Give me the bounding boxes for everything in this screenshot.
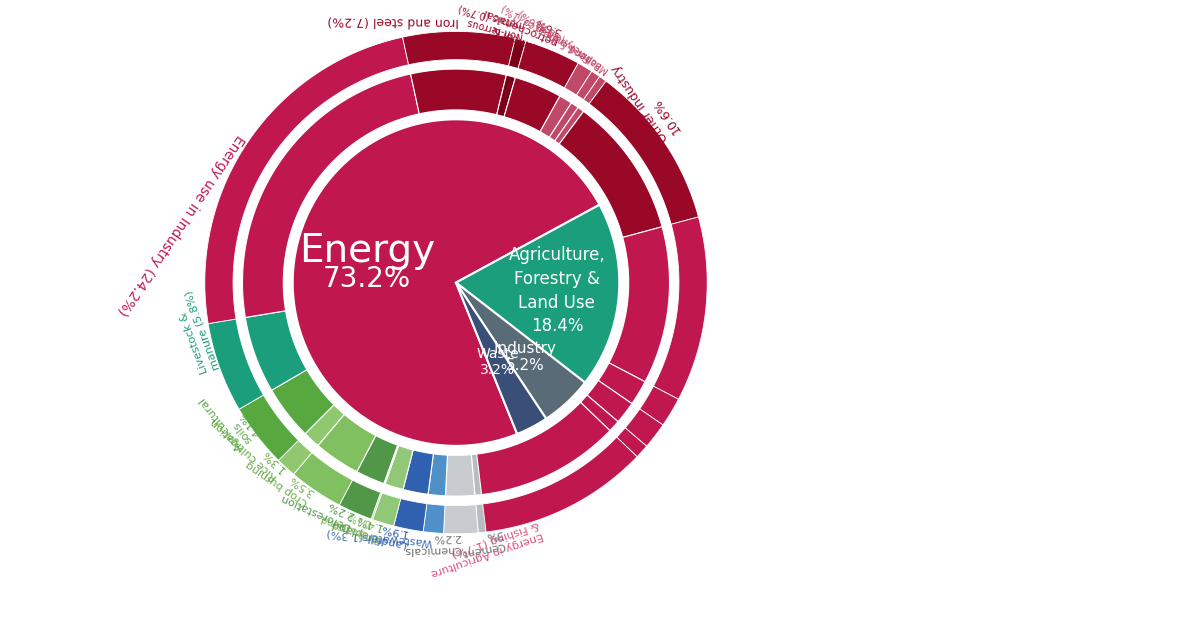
Polygon shape <box>550 103 578 141</box>
Polygon shape <box>372 493 401 526</box>
Polygon shape <box>625 409 662 447</box>
Polygon shape <box>608 227 670 382</box>
Text: Agriculture,
Forestry &
Land Use
18.4%: Agriculture, Forestry & Land Use 18.4% <box>509 246 605 335</box>
Polygon shape <box>385 445 413 489</box>
Polygon shape <box>518 41 578 88</box>
Text: Livestock &
manure (5.8%): Livestock & manure (5.8%) <box>173 288 221 375</box>
Polygon shape <box>589 81 698 224</box>
Text: Rice cultivation
1.3%: Rice cultivation 1.3% <box>209 408 287 482</box>
Polygon shape <box>640 386 678 425</box>
Polygon shape <box>356 436 397 484</box>
Polygon shape <box>599 363 646 404</box>
Polygon shape <box>617 428 647 457</box>
Polygon shape <box>428 454 448 496</box>
Polygon shape <box>294 453 353 505</box>
Polygon shape <box>402 31 515 66</box>
Polygon shape <box>540 96 571 138</box>
Polygon shape <box>476 403 610 495</box>
Text: Industry
5.2%: Industry 5.2% <box>493 340 557 373</box>
Polygon shape <box>564 63 592 95</box>
Polygon shape <box>424 504 445 534</box>
Polygon shape <box>293 119 600 446</box>
Polygon shape <box>208 319 264 409</box>
Polygon shape <box>340 480 380 519</box>
Text: Chemical &
petrochemical
3.6%: Chemical & petrochemical 3.6% <box>476 0 563 57</box>
Text: Landfills
1.9%: Landfills 1.9% <box>359 519 408 549</box>
Text: Other industry
10.6%: Other industry 10.6% <box>608 53 683 144</box>
Polygon shape <box>583 77 606 104</box>
Text: Energy in Agriculture
& Fishing (1.7%): Energy in Agriculture & Fishing (1.7%) <box>426 519 544 578</box>
Text: Cropland
1.4%: Cropland 1.4% <box>329 507 384 543</box>
Polygon shape <box>654 217 707 399</box>
Polygon shape <box>445 455 475 496</box>
Text: Deforestation
2.2%: Deforestation 2.2% <box>277 481 355 531</box>
Polygon shape <box>456 205 619 382</box>
Text: Chemicals
2.2%: Chemicals 2.2% <box>403 533 461 555</box>
Polygon shape <box>509 38 526 68</box>
Text: Crop burning
3.5%: Crop burning 3.5% <box>245 449 317 507</box>
Polygon shape <box>482 437 637 532</box>
Text: Non-ferrous
metals (0.7%): Non-ferrous metals (0.7%) <box>454 3 526 41</box>
Text: Grassland
0.1%: Grassland 0.1% <box>319 502 372 538</box>
Polygon shape <box>456 283 546 434</box>
Polygon shape <box>587 381 632 421</box>
Polygon shape <box>503 443 536 488</box>
Polygon shape <box>318 414 376 472</box>
Polygon shape <box>554 107 583 144</box>
Polygon shape <box>205 37 408 323</box>
Polygon shape <box>497 75 516 117</box>
Polygon shape <box>371 492 382 519</box>
Polygon shape <box>278 440 312 474</box>
Text: Energy: Energy <box>299 232 434 269</box>
Polygon shape <box>245 311 307 390</box>
Polygon shape <box>305 405 344 445</box>
Polygon shape <box>559 111 662 237</box>
Polygon shape <box>581 395 618 431</box>
Polygon shape <box>576 71 600 100</box>
Polygon shape <box>472 449 515 495</box>
Text: Waste
3.2%: Waste 3.2% <box>476 347 520 377</box>
Polygon shape <box>403 450 433 494</box>
Polygon shape <box>242 74 419 318</box>
Text: Agricultural
soils
4.1%: Agricultural soils 4.1% <box>197 380 263 452</box>
Polygon shape <box>271 370 334 434</box>
Text: Cement
3%: Cement 3% <box>458 528 505 558</box>
Polygon shape <box>239 395 299 460</box>
Polygon shape <box>394 499 427 532</box>
Text: Machinery (0.5%): Machinery (0.5%) <box>535 17 611 75</box>
Polygon shape <box>517 489 550 524</box>
Polygon shape <box>475 497 524 533</box>
Polygon shape <box>444 505 479 534</box>
Text: Paper & pulp (0.6%): Paper & pulp (0.6%) <box>516 7 604 70</box>
Polygon shape <box>384 445 398 484</box>
Text: 73.2%: 73.2% <box>323 265 410 293</box>
Polygon shape <box>504 77 560 132</box>
Polygon shape <box>410 69 506 115</box>
Text: Iron and steel (7.2%): Iron and steel (7.2%) <box>328 14 460 28</box>
Text: Wastewater (1.3%): Wastewater (1.3%) <box>326 528 433 547</box>
Text: Food & tobacco (1%): Food & tobacco (1%) <box>500 3 593 63</box>
Text: Energy use in Industry (24.2%): Energy use in Industry (24.2%) <box>114 133 246 318</box>
Polygon shape <box>456 283 586 419</box>
